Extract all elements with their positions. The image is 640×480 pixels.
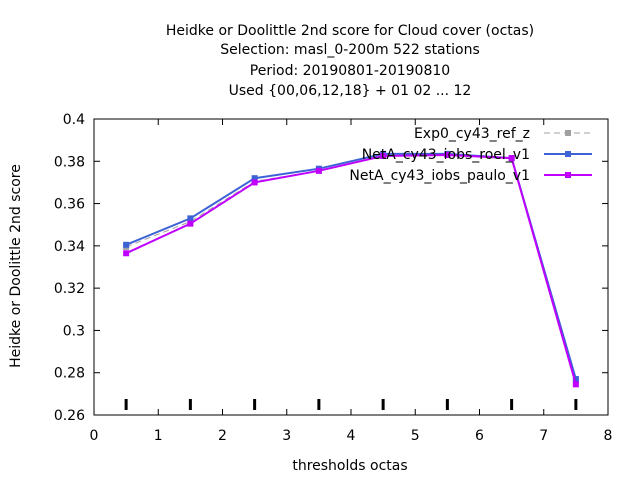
x-tick-label: 5 (411, 428, 420, 444)
data-point (187, 220, 194, 227)
data-point (123, 250, 130, 257)
x-tick-label: 8 (604, 428, 613, 444)
y-tick-label: 0.4 (63, 112, 85, 128)
data-point (315, 167, 322, 174)
series-line-1 (125, 154, 577, 382)
legend-label: NetA_cy43_iobs_paulo_v1 (349, 168, 530, 184)
legend-swatch-marker (565, 130, 571, 136)
data-point (187, 215, 194, 222)
data-point (572, 376, 579, 383)
legend-swatch-marker (565, 172, 571, 178)
x-tick-label: 7 (539, 428, 548, 444)
y-tick-label: 0.26 (54, 408, 85, 424)
y-tick-label: 0.36 (54, 197, 85, 213)
chart-title-line: Period: 20190801-20190810 (250, 63, 450, 79)
y-tick-label: 0.34 (54, 239, 85, 255)
y-axis-label: Heidke or Doolittle 2nd score (8, 164, 24, 368)
chart-title-line: Heidke or Doolittle 2nd score for Cloud … (166, 23, 534, 39)
legend: Exp0_cy43_ref_z NetA_cy43_iobs_roel_v1 Net… (349, 126, 592, 184)
legend-swatch-marker (565, 151, 571, 157)
chart-title-line: Selection: masl_0-200m 522 stations (220, 42, 480, 58)
y-tick-label: 0.3 (63, 323, 85, 339)
x-tick-label: 3 (282, 428, 291, 444)
x-axis-label: thresholds octas (292, 458, 407, 474)
y-tick-label: 0.28 (54, 366, 85, 382)
series-line-2 (125, 152, 577, 380)
x-tick-label: 0 (90, 428, 99, 444)
data-point (380, 153, 387, 159)
plot-area: 0 1 2 3 4 5 6 7 8 0.26 0.28 0.3 0.32 0.34 0.36 0.38 0.4 (54, 112, 613, 444)
x-tick-label: 1 (154, 428, 163, 444)
data-point (508, 155, 515, 162)
data-point (251, 179, 258, 186)
x-tick-label: 2 (218, 428, 227, 444)
y-tick-label: 0.38 (54, 154, 85, 170)
x-tick-label: 4 (347, 428, 356, 444)
chart-title-line: Used {00,06,12,18} + 01 02 ... 12 (229, 83, 472, 99)
legend-label: NetA_cy43_iobs_roel_v1 (362, 147, 530, 163)
series-line-3 (125, 153, 577, 385)
chart-title: Heidke or Doolittle 2nd score for Cloud … (166, 23, 534, 99)
legend-label: Exp0_cy43_ref_z (414, 126, 530, 142)
data-point (444, 151, 451, 158)
x-tick-label: 6 (475, 428, 484, 444)
data-point (251, 175, 258, 182)
data-point (123, 241, 130, 248)
y-tick-label: 0.32 (54, 281, 85, 297)
data-point (572, 381, 579, 388)
